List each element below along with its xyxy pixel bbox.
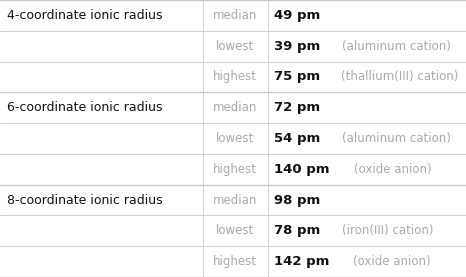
Text: lowest: lowest (216, 224, 254, 237)
Text: (aluminum cation): (aluminum cation) (342, 40, 451, 53)
Text: 75 pm: 75 pm (274, 70, 320, 83)
Text: lowest: lowest (216, 132, 254, 145)
Text: 78 pm: 78 pm (274, 224, 320, 237)
Text: (iron(III) cation): (iron(III) cation) (342, 224, 433, 237)
Text: median: median (213, 9, 258, 22)
Text: 72 pm: 72 pm (274, 101, 320, 114)
Text: (thallium(III) cation): (thallium(III) cation) (342, 70, 459, 83)
Text: median: median (213, 101, 258, 114)
Text: highest: highest (213, 163, 257, 176)
Text: median: median (213, 194, 258, 207)
Text: 6-coordinate ionic radius: 6-coordinate ionic radius (7, 101, 163, 114)
Text: highest: highest (213, 255, 257, 268)
Text: highest: highest (213, 70, 257, 83)
Text: 140 pm: 140 pm (274, 163, 329, 176)
Text: (oxide anion): (oxide anion) (353, 255, 431, 268)
Text: (oxide anion): (oxide anion) (354, 163, 431, 176)
Text: 98 pm: 98 pm (274, 194, 320, 207)
Text: lowest: lowest (216, 40, 254, 53)
Text: 54 pm: 54 pm (274, 132, 320, 145)
Text: (aluminum cation): (aluminum cation) (342, 132, 451, 145)
Text: 4-coordinate ionic radius: 4-coordinate ionic radius (7, 9, 163, 22)
Text: 49 pm: 49 pm (274, 9, 320, 22)
Text: 142 pm: 142 pm (274, 255, 329, 268)
Text: 8-coordinate ionic radius: 8-coordinate ionic radius (7, 194, 163, 207)
Text: 39 pm: 39 pm (274, 40, 320, 53)
